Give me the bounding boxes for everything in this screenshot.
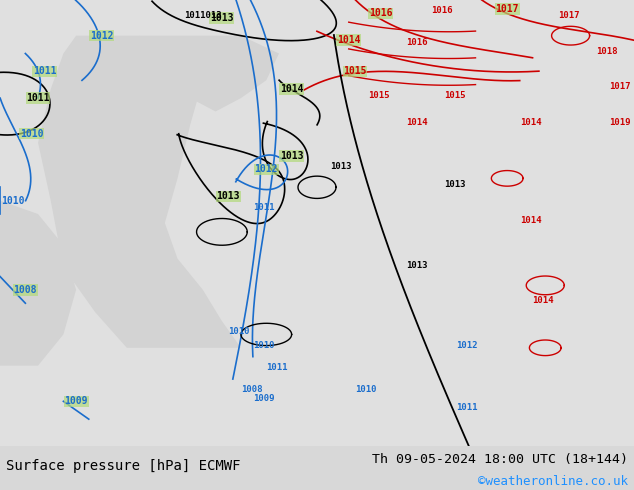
Text: 1010: 1010	[254, 341, 275, 350]
Text: 1016: 1016	[406, 38, 427, 47]
Text: 1018: 1018	[596, 47, 618, 55]
Text: 1015: 1015	[343, 66, 367, 76]
Text: 1016: 1016	[368, 8, 392, 19]
Text: 1013: 1013	[406, 261, 427, 270]
Polygon shape	[139, 36, 279, 112]
Text: 1011013: 1011013	[184, 11, 221, 20]
Text: 1010: 1010	[355, 386, 377, 394]
Text: 1010: 1010	[228, 327, 250, 337]
Text: 1014: 1014	[406, 118, 427, 127]
Text: 1017: 1017	[609, 82, 630, 91]
Text: 1017: 1017	[495, 4, 519, 14]
Polygon shape	[38, 36, 241, 348]
Text: 1013: 1013	[210, 13, 234, 23]
Text: 1008: 1008	[241, 386, 262, 394]
Text: 1012: 1012	[254, 165, 278, 174]
Text: 1011: 1011	[266, 363, 288, 372]
Text: Th 09-05-2024 18:00 UTC (18+144): Th 09-05-2024 18:00 UTC (18+144)	[372, 453, 628, 466]
Text: 1010: 1010	[20, 129, 44, 139]
Text: 1013: 1013	[216, 191, 240, 201]
Text: 1017: 1017	[558, 11, 579, 20]
Text: 1014: 1014	[520, 118, 541, 127]
Polygon shape	[0, 201, 76, 366]
Text: 1012: 1012	[456, 341, 478, 350]
Text: 1014: 1014	[337, 35, 361, 45]
Text: 1011: 1011	[254, 202, 275, 212]
Text: Surface pressure [hPa] ECMWF: Surface pressure [hPa] ECMWF	[6, 459, 241, 473]
Text: 1009: 1009	[64, 396, 88, 406]
Text: 1013: 1013	[444, 180, 465, 189]
Text: 1012: 1012	[89, 31, 113, 41]
Text: 1008: 1008	[13, 285, 37, 295]
Text: 1014: 1014	[280, 84, 304, 94]
Text: 1016: 1016	[431, 6, 453, 15]
Text: 1015: 1015	[368, 91, 389, 100]
Text: 1011: 1011	[32, 66, 56, 76]
Text: 1019: 1019	[609, 118, 630, 127]
Text: 1015: 1015	[444, 91, 465, 100]
Text: 1010: 1010	[1, 196, 25, 206]
Text: 1011: 1011	[26, 93, 50, 103]
Text: 1014: 1014	[520, 216, 541, 225]
Text: 1011: 1011	[456, 403, 478, 412]
Text: 1009: 1009	[254, 394, 275, 403]
Text: 1013: 1013	[330, 163, 351, 172]
Text: 1013: 1013	[280, 151, 304, 161]
Text: 1014: 1014	[533, 296, 554, 305]
Text: ©weatheronline.co.uk: ©weatheronline.co.uk	[477, 475, 628, 488]
